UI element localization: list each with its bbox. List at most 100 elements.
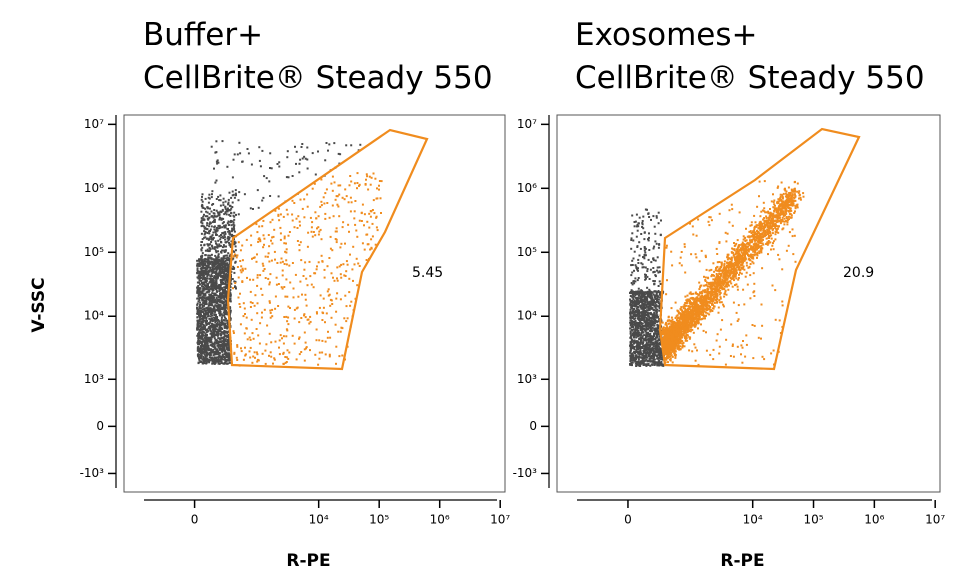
event [224, 326, 227, 329]
event [658, 342, 661, 345]
event [654, 297, 657, 300]
event [230, 270, 233, 273]
event [652, 293, 655, 296]
event [198, 276, 201, 279]
event [203, 287, 206, 290]
event [203, 263, 206, 266]
event [224, 224, 227, 227]
event [230, 233, 233, 236]
event [264, 255, 267, 258]
event [211, 314, 214, 317]
event [219, 210, 222, 213]
event [333, 181, 336, 184]
event [228, 191, 231, 194]
event [708, 269, 711, 272]
event [221, 278, 223, 281]
event [219, 244, 222, 247]
event [204, 356, 207, 359]
event [356, 182, 359, 184]
event [637, 335, 640, 337]
event [222, 322, 225, 325]
event [649, 336, 652, 339]
event [274, 295, 277, 298]
event [631, 299, 634, 302]
event [630, 316, 633, 319]
event [641, 220, 644, 222]
event [259, 322, 262, 325]
event [217, 342, 220, 345]
event [303, 359, 306, 362]
event [201, 271, 204, 274]
event [196, 297, 199, 300]
event [796, 190, 799, 193]
event [221, 294, 224, 297]
event [241, 267, 244, 270]
event [291, 219, 294, 222]
event [629, 303, 632, 305]
event [262, 246, 265, 249]
event [280, 286, 283, 289]
event [345, 305, 348, 308]
event [216, 258, 219, 261]
event [222, 338, 225, 341]
event [216, 305, 219, 308]
event [218, 324, 221, 327]
event [371, 235, 374, 238]
event [214, 181, 217, 184]
event [202, 311, 205, 314]
event [654, 342, 657, 344]
event [242, 358, 245, 361]
event [200, 309, 203, 312]
event [223, 353, 226, 356]
event [216, 159, 219, 162]
event [224, 231, 227, 234]
event [655, 347, 658, 350]
event [207, 307, 210, 310]
event [227, 252, 230, 255]
event [228, 241, 230, 244]
event [222, 305, 225, 308]
event [209, 279, 212, 282]
event [225, 296, 228, 298]
event [334, 230, 337, 233]
event [200, 326, 203, 329]
event [657, 305, 660, 308]
event [233, 242, 236, 245]
event [283, 286, 286, 288]
event [216, 211, 219, 214]
event [209, 300, 211, 302]
event [256, 312, 259, 315]
event [640, 262, 643, 265]
event [273, 357, 276, 360]
event [210, 294, 213, 297]
event [217, 195, 220, 198]
event [337, 184, 340, 187]
event [656, 308, 659, 311]
event [228, 236, 231, 239]
event [198, 278, 201, 280]
event [634, 280, 637, 283]
event [287, 357, 290, 360]
event [304, 316, 307, 319]
event [233, 218, 236, 221]
event [339, 330, 342, 333]
event [633, 221, 636, 223]
event [682, 344, 684, 347]
event [639, 247, 642, 250]
event [202, 362, 205, 365]
event [211, 292, 214, 295]
event [640, 289, 643, 292]
event [226, 258, 228, 261]
event [228, 347, 231, 350]
event [372, 199, 375, 202]
event [269, 167, 271, 169]
event [311, 152, 314, 155]
event [658, 364, 661, 367]
event [353, 217, 356, 220]
event [654, 340, 657, 343]
event [277, 207, 280, 210]
event [268, 332, 271, 335]
event [355, 257, 358, 260]
event [234, 241, 237, 244]
event [250, 244, 253, 247]
